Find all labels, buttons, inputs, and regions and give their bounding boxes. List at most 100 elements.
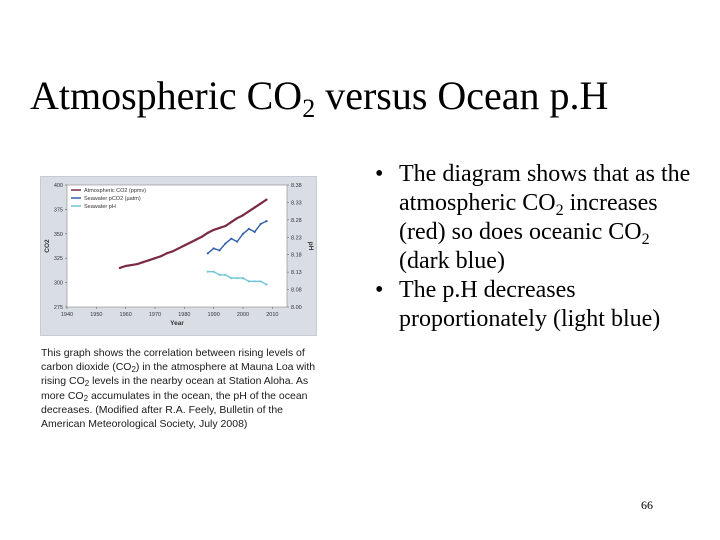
y-left-tick-label: 275 xyxy=(54,305,63,311)
plot-border xyxy=(66,184,288,308)
data-point-atmospheric-co2 xyxy=(212,228,215,231)
data-point-atmospheric-co2 xyxy=(218,226,221,230)
data-point-seawater-ph xyxy=(212,270,215,273)
caption-text-1: This graph shows the correlation between… xyxy=(41,347,305,374)
data-point-atmospheric-co2 xyxy=(142,261,145,264)
data-point-seawater-pco2 xyxy=(230,237,233,240)
y-left-axis-label: CO2 xyxy=(44,239,51,253)
data-point-atmospheric-co2 xyxy=(230,220,233,224)
bullet-marker: • xyxy=(375,161,384,187)
co2-ph-chart: 1940 1950 1960 1970 1980 1990 2000 2010 275 300 32… xyxy=(44,183,314,327)
data-point-seawater-ph xyxy=(253,280,256,283)
title-text-end: versus Ocean p.H xyxy=(315,73,609,118)
data-point-seawater-pco2 xyxy=(265,220,268,223)
y-left-tick-label: 325 xyxy=(54,256,63,262)
bullet-text: increases (red) so does oceanic CO xyxy=(399,190,658,245)
data-point-seawater-pco2 xyxy=(206,252,209,255)
x-tick-label: 1990 xyxy=(208,312,220,318)
plot-area xyxy=(67,185,287,307)
x-tick-label: 2010 xyxy=(266,312,278,318)
y-left-tick-label: 400 xyxy=(54,183,63,189)
bullet-text: (dark blue) xyxy=(399,248,505,274)
data-point-seawater-pco2 xyxy=(224,242,227,245)
legend-label-atmospheric-co2: Atmospheric CO2 (ppmv) xyxy=(84,188,146,194)
slide-title: Atmospheric CO2 versus Ocean p.H xyxy=(30,70,690,122)
data-point-atmospheric-co2 xyxy=(224,224,227,228)
y-right-axis-label: pH xyxy=(307,242,314,251)
x-axis-label: Year xyxy=(170,320,184,327)
data-point-atmospheric-co2 xyxy=(124,264,127,268)
data-point-atmospheric-co2 xyxy=(165,252,168,255)
y-right-tick-label: 8.18 xyxy=(291,253,302,259)
caption-sub-1: 2 xyxy=(131,365,136,375)
data-point-atmospheric-co2 xyxy=(130,263,133,267)
y-right-tick-label: 8.00 xyxy=(291,305,302,311)
title-text: Atmospheric CO xyxy=(30,73,303,118)
bullet-item-co2: • The diagram shows that as the atmospher… xyxy=(375,160,698,276)
y-right-tick-label: 8.38 xyxy=(291,183,302,189)
data-point-atmospheric-co2 xyxy=(194,238,198,241)
data-point-seawater-pco2 xyxy=(259,222,262,226)
data-point-seawater-ph xyxy=(259,280,262,283)
y-right-tick-label: 8.33 xyxy=(291,200,302,206)
y-left-tick-label: 350 xyxy=(54,232,63,238)
data-point-atmospheric-co2 xyxy=(153,257,157,260)
data-point-atmospheric-co2 xyxy=(171,250,174,253)
data-point-seawater-ph xyxy=(224,273,227,276)
caption-text-3: levels in the nearby ocean at Station Al… xyxy=(41,375,309,402)
legend-label-seawater-ph: Seawater pH xyxy=(84,204,116,210)
data-point-atmospheric-co2 xyxy=(259,202,262,205)
data-point-atmospheric-co2 xyxy=(148,259,151,262)
data-point-seawater-ph xyxy=(247,280,250,283)
data-point-seawater-ph xyxy=(206,270,209,273)
title-subscript: 2 xyxy=(302,94,316,123)
x-tick-label: 2000 xyxy=(237,312,249,318)
y-left-tick-label: 375 xyxy=(54,207,63,213)
x-tick-label: 1980 xyxy=(178,312,190,318)
figure-caption: This graph shows the correlation between… xyxy=(41,346,319,431)
bullet-text: The p.H decreases proportionately (light… xyxy=(399,277,661,332)
caption-text-4: accumulates in the ocean, the pH of the … xyxy=(41,389,308,431)
bullet-text: The diagram shows that as the atmospheri… xyxy=(399,161,691,216)
y-right-tick-label: 8.13 xyxy=(291,270,302,276)
caption-sub-3: 2 xyxy=(83,393,89,403)
data-point-atmospheric-co2 xyxy=(236,217,239,220)
x-tick-label: 1960 xyxy=(120,312,132,318)
chart-figure: 1940 1950 1960 1970 1980 1990 2000 2010 275 300 32… xyxy=(40,176,317,336)
bullet-marker: • xyxy=(375,277,384,303)
data-point-atmospheric-co2 xyxy=(253,206,256,209)
data-point-atmospheric-co2 xyxy=(159,255,162,258)
data-point-atmospheric-co2 xyxy=(265,198,268,201)
data-point-seawater-ph xyxy=(241,277,245,280)
data-point-seawater-ph xyxy=(230,277,233,280)
x-tick-label: 1970 xyxy=(149,312,161,318)
data-point-seawater-pco2 xyxy=(212,247,215,250)
data-point-atmospheric-co2 xyxy=(118,266,121,270)
y-right-tick-label: 8.28 xyxy=(291,218,302,224)
legend-label-seawater-pco2: Seawater pCO2 (µatm) xyxy=(84,196,141,202)
x-tick-label: 1940 xyxy=(61,312,73,318)
data-point-seawater-pco2 xyxy=(236,240,239,243)
data-point-seawater-ph xyxy=(265,283,268,286)
bullet-subscript: 2 xyxy=(555,202,564,219)
data-point-atmospheric-co2 xyxy=(200,235,204,238)
data-point-atmospheric-co2 xyxy=(136,262,139,266)
y-left-tick-label: 300 xyxy=(54,281,63,287)
caption-text-2: ) in the atmosphere at Mauna Loa with ri… xyxy=(41,361,316,388)
caption-sub-2: 2 xyxy=(84,379,90,389)
data-point-seawater-pco2 xyxy=(247,227,250,231)
data-point-atmospheric-co2 xyxy=(247,210,250,213)
y-right-tick-label: 8.23 xyxy=(291,235,302,241)
bullet-subscript: 2 xyxy=(641,231,650,248)
x-tick-label: 1950 xyxy=(90,312,102,318)
data-point-seawater-pco2 xyxy=(241,232,245,235)
bullet-item-ph: • The p.H decreases proportionately (ligh… xyxy=(375,276,698,334)
data-point-atmospheric-co2 xyxy=(177,247,180,250)
data-point-seawater-pco2 xyxy=(218,249,221,252)
data-point-atmospheric-co2 xyxy=(241,214,245,217)
data-point-atmospheric-co2 xyxy=(183,244,186,247)
data-point-seawater-ph xyxy=(236,277,239,280)
bullet-list: • The diagram shows that as the atmospher… xyxy=(375,160,698,334)
data-point-atmospheric-co2 xyxy=(206,231,209,234)
data-point-seawater-pco2 xyxy=(253,230,256,233)
